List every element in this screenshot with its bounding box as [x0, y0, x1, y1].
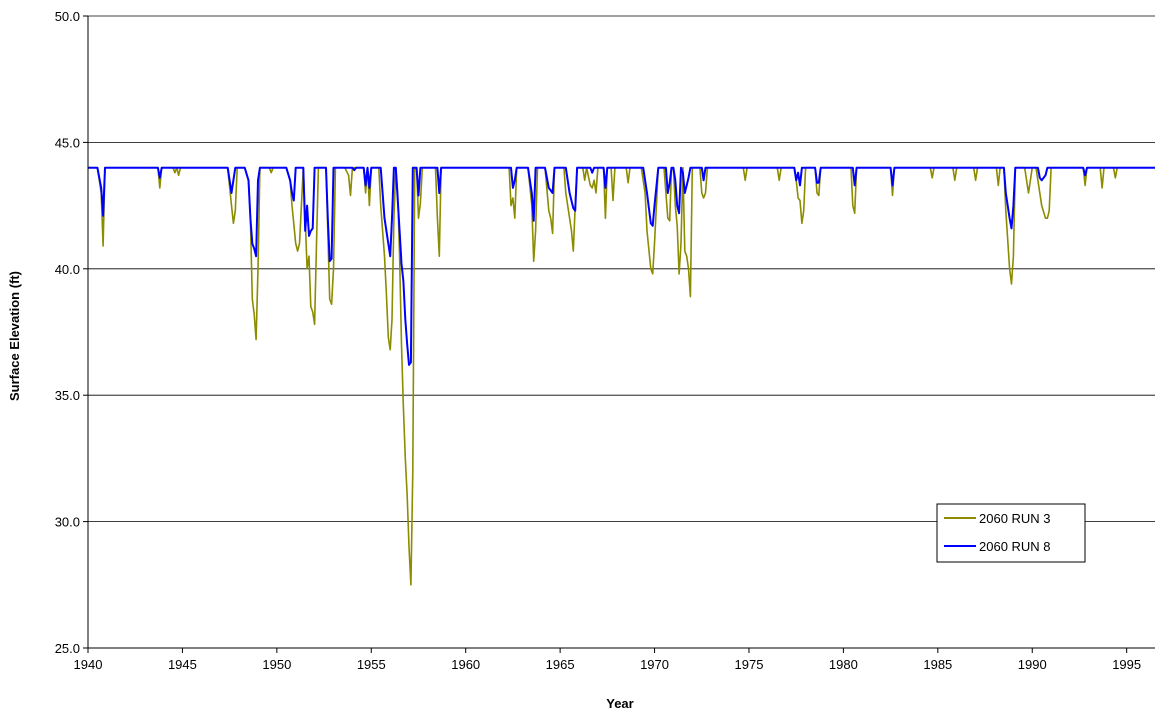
legend-label-run8: 2060 RUN 8 — [979, 539, 1051, 554]
y-tick-label: 25.0 — [55, 641, 80, 656]
legend-box — [936, 503, 1086, 563]
x-tick-labels: 1940 1945 1950 1955 1960 1965 1970 1975 1980 1985… — [74, 657, 1142, 672]
x-tick-label: 1975 — [735, 657, 764, 672]
gridlines — [88, 15, 1155, 522]
y-tick-labels: 25.0 30.0 35.0 40.0 45.0 50.0 — [55, 9, 80, 656]
series-lines — [88, 166, 1155, 586]
y-tick-label: 45.0 — [55, 135, 80, 150]
y-tick-label: 30.0 — [55, 515, 80, 530]
x-tick-label: 1990 — [1018, 657, 1047, 672]
y-tick-label: 50.0 — [55, 9, 80, 24]
x-tick-label: 1960 — [451, 657, 480, 672]
x-tick-label: 1945 — [168, 657, 197, 672]
x-tick-label: 1950 — [262, 657, 291, 672]
axes — [83, 15, 1155, 653]
x-tick-label: 1940 — [74, 657, 103, 672]
x-tick-label: 1980 — [829, 657, 858, 672]
x-tick-label: 1985 — [923, 657, 952, 672]
x-tick-label: 1970 — [640, 657, 669, 672]
x-axis-title: Year — [606, 696, 633, 711]
legend: 2060 RUN 3 2060 RUN 8 — [936, 503, 1086, 563]
series-line-run8 — [88, 166, 1155, 366]
x-tick-label: 1995 — [1112, 657, 1141, 672]
y-tick-label: 35.0 — [55, 388, 80, 403]
x-tick-label: 1955 — [357, 657, 386, 672]
legend-label-run3: 2060 RUN 3 — [979, 511, 1051, 526]
y-tick-label: 40.0 — [55, 262, 80, 277]
y-axis-title: Surface Elevation (ft) — [7, 271, 22, 401]
x-tick-label: 1965 — [546, 657, 575, 672]
